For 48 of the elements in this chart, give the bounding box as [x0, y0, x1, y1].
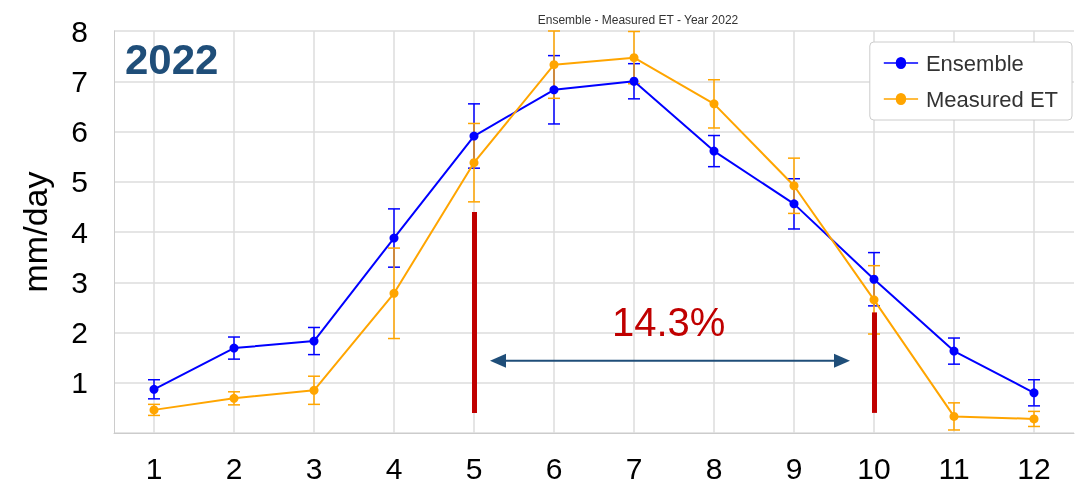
point — [629, 76, 639, 86]
point — [549, 60, 559, 70]
x-tick-label: 12 — [1017, 451, 1051, 485]
annotation: 14.3% — [612, 300, 726, 345]
x-tick-label: 2 — [225, 451, 243, 485]
point — [469, 131, 479, 141]
point — [709, 146, 719, 156]
point — [869, 295, 879, 305]
point — [549, 85, 559, 95]
point — [1029, 414, 1039, 424]
y-tick-label: 1 — [71, 366, 88, 400]
x-tick-label: 9 — [785, 451, 803, 485]
y-tick-label: 7 — [71, 64, 88, 98]
point — [389, 288, 399, 298]
point — [309, 385, 319, 395]
x-tick-label: 3 — [305, 451, 323, 485]
y-tick-label: 3 — [71, 265, 88, 299]
y-tick-label: 8 — [71, 14, 88, 48]
point — [949, 411, 959, 421]
x-tick-label: 4 — [385, 451, 403, 485]
annotation: 2022 — [125, 36, 219, 84]
x-tick-label: 10 — [857, 451, 891, 485]
x-tick-label: 11 — [938, 451, 970, 485]
x-tick-label: 7 — [625, 451, 643, 485]
point — [389, 233, 399, 243]
y-tick-label: 4 — [71, 215, 88, 249]
point — [789, 181, 799, 191]
point — [149, 384, 159, 394]
legend-label: Measured ET — [925, 86, 1059, 112]
x-tick-label: 5 — [465, 451, 483, 485]
y-axis-title: mm/day — [16, 171, 54, 293]
point — [629, 53, 639, 63]
point — [309, 336, 319, 346]
y-tick-label: 5 — [71, 165, 88, 199]
point — [949, 346, 959, 356]
point — [709, 99, 719, 109]
point — [469, 158, 479, 168]
x-tick-label: 6 — [545, 451, 563, 485]
point — [869, 274, 879, 284]
y-tick-label: 2 — [71, 316, 88, 349]
point — [229, 343, 239, 353]
point — [1029, 388, 1039, 398]
point — [789, 199, 799, 209]
legend-label: Ensemble — [925, 50, 1024, 76]
y-tick-label: 6 — [71, 115, 88, 148]
x-tick-label: 1 — [145, 451, 163, 485]
x-tick-label: 8 — [705, 451, 723, 485]
chart-title: Ensemble - Measured ET - Year 2022 — [537, 13, 739, 27]
